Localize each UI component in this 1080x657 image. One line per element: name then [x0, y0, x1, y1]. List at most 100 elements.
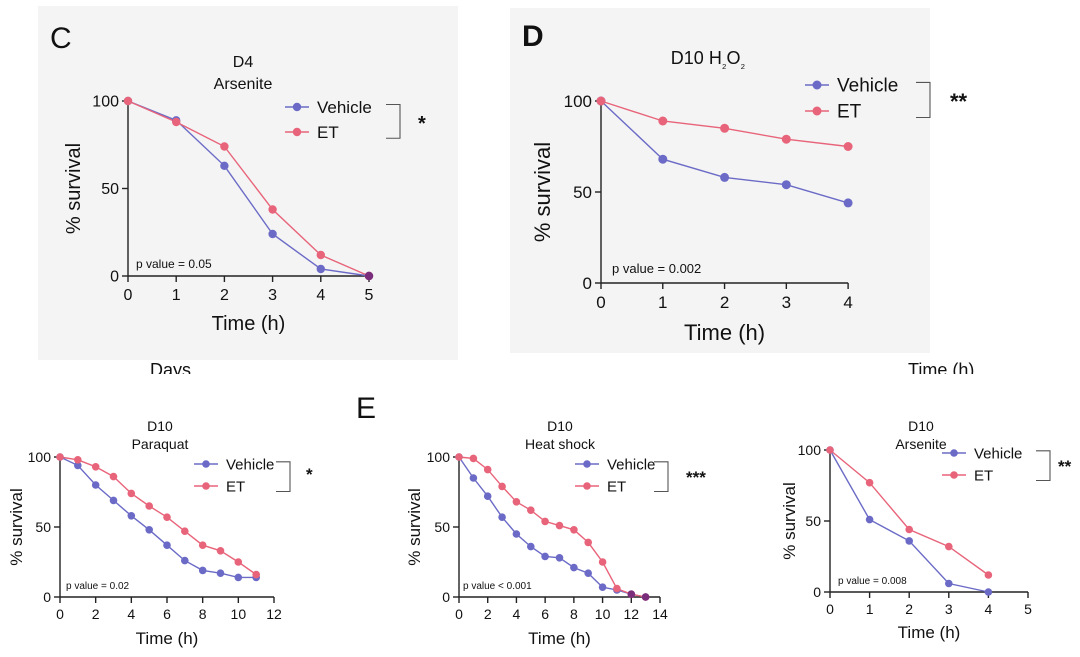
chart-d-series-vehicle-point [720, 172, 730, 182]
chart-e2-series-vehicle-point [541, 552, 549, 561]
chart-c-title-line-1: Arsenite [214, 76, 273, 93]
chart-e3-y-tick-label: 50 [805, 513, 821, 529]
chart-e2-series-et-point [469, 454, 478, 463]
chart-e2-series-et-point [570, 526, 578, 534]
chart-c-title-text: Arsenite [214, 76, 273, 93]
chart-e3-x-tick-label: 4 [985, 601, 993, 617]
chart-e2-series-et-point [555, 521, 564, 530]
chart-e2-series-et-point [541, 517, 549, 526]
chart-e2-x-tick-label: 10 [595, 606, 611, 622]
chart-d-series-vehicle-point [781, 180, 791, 190]
chart-e3-series-et-line [829, 449, 989, 576]
chart-e3-series-vehicle-line [829, 449, 989, 593]
chart-d-series-vehicle-point [843, 198, 853, 208]
chart-c-series-vehicle-point [316, 264, 325, 274]
chart-e3-legend-et-marker [950, 471, 958, 479]
chart-e1-series-vehicle-point [145, 526, 153, 534]
chart-e1-x-tick-label: 2 [92, 606, 100, 622]
chart-e2-title-text: D10 [547, 418, 573, 434]
chart-d-series-et-point [596, 96, 606, 106]
chart-e1-x-tick-label: 12 [266, 606, 282, 622]
chart-e1-series-et-point [74, 456, 82, 464]
chart-e3-series-et-point [984, 571, 993, 579]
chart-e1-series-vehicle-point [74, 461, 82, 470]
chart-e1-legend-vehicle-marker [202, 460, 210, 468]
chart-e3-title-line-1: Arsenite [895, 436, 947, 452]
chart-e2-legend-et-marker [583, 482, 591, 490]
chart-e1-y-tick-label: 50 [35, 519, 51, 535]
chart-e3-p-value: p value = 0.008 [838, 576, 907, 587]
chart-c-y-tick-label: 50 [101, 181, 119, 198]
chart-e2-legend-vehicle-label: Vehicle [607, 456, 655, 473]
chart-d-y-tick-label: 0 [583, 274, 592, 293]
chart-e2-series-vehicle-point [598, 583, 607, 591]
chart-e2-title-line-1: Heat shock [525, 436, 596, 452]
chart-e1-series-et-point [163, 513, 171, 521]
chart-d-title-text: D10 H [671, 48, 722, 68]
chart-c-series-et-point [220, 142, 229, 151]
chart-e3-title-line-0: D10 [908, 418, 934, 434]
chart-c-y-tick-label: 0 [110, 269, 119, 286]
chart-e1-series-vehicle-point [181, 556, 189, 565]
chart-e2-x-tick-label: 4 [513, 606, 521, 622]
chart-e1-x-axis-label: Time (h) [136, 629, 199, 648]
chart-d-title-text: ₂ [722, 57, 727, 71]
chart-e2-legend-et-label: ET [607, 478, 626, 495]
chart-c-arsenite: 0 50 100 0 1 2 3 4 5 Time (h) % survival D4 Arsenite… [63, 54, 426, 335]
panel-c-background [38, 6, 458, 360]
chart-e2-series-vehicle-point [584, 569, 592, 577]
chart-e3-series-et-point [865, 478, 874, 487]
chart-e2-series-vehicle-point [527, 542, 535, 551]
chart-e3-x-tick-label: 0 [826, 601, 834, 617]
panel-label-c: C [50, 22, 72, 55]
chart-e2-series-vehicle-point [469, 474, 478, 482]
chart-e2-y-tick-label: 50 [434, 519, 450, 535]
chart-c-legend-vehicle-label: Vehicle [317, 98, 372, 117]
chart-e3-significance-stars: ** [1058, 457, 1072, 476]
chart-e2-significance-bracket [654, 461, 669, 493]
chart-e2-series-vehicle-point [512, 530, 521, 538]
chart-e3-series-et-point [826, 446, 834, 454]
chart-e1-series-et-line [59, 456, 257, 576]
chart-e1-series-et-point [127, 489, 136, 498]
chart-e1-title-line-1: Paraquat [132, 436, 189, 452]
chart-e-paraquat: 0 50 100 0 2 4 6 8 10 12 Time (h) % survival D10 Para… [7, 418, 313, 648]
chart-d-x-tick-label: 1 [658, 293, 667, 312]
chart-c-series-et-point [268, 205, 277, 214]
chart-e2-significance-stars: *** [686, 468, 706, 487]
chart-d-y-tick-label: 50 [573, 183, 592, 202]
cropped-text-time: Time (h) [908, 360, 974, 374]
chart-e2-series-vehicle-point [555, 554, 564, 562]
chart-e2-x-tick-label: 12 [623, 606, 639, 622]
chart-e3-series-vehicle-point [984, 588, 993, 596]
chart-e1-series-vehicle-point [109, 496, 118, 505]
chart-e3-legend-vehicle-label: Vehicle [974, 445, 1022, 462]
chart-e3-series-et-point [945, 542, 953, 551]
chart-e1-series-et-point [145, 502, 153, 510]
chart-d-legend-et-marker [812, 106, 822, 116]
chart-e2-overlap-point [627, 590, 636, 598]
chart-c-x-tick-label: 4 [316, 287, 325, 304]
chart-e2-series-et-point [527, 506, 535, 514]
chart-e3-title-text: Arsenite [895, 436, 947, 452]
chart-d-significance-bracket [916, 81, 931, 119]
chart-d-title-line-0: D10 H₂O₂ [671, 48, 746, 71]
chart-d-legend-vehicle-marker [812, 80, 822, 90]
chart-d-series-et-point [720, 123, 730, 133]
chart-e3-title-text: D10 [908, 418, 934, 434]
panel-label-d: D [522, 20, 544, 53]
chart-e1-series-vehicle-point [91, 481, 100, 489]
chart-c-legend-et-marker [292, 127, 302, 137]
chart-c-y-axis-label: % survival [63, 143, 85, 234]
chart-d-p-value: p value = 0.002 [612, 261, 701, 276]
chart-e2-y-tick-label: 0 [442, 589, 450, 605]
chart-e2-x-axis-label: Time (h) [528, 629, 591, 648]
chart-d-x-tick-label: 2 [720, 293, 729, 312]
chart-e1-series-et-point [109, 472, 118, 481]
chart-e3-series-vehicle-point [865, 515, 874, 524]
chart-e3-series-et-point [905, 525, 913, 534]
chart-e2-x-tick-label: 6 [541, 606, 549, 622]
chart-e1-legend-et-marker [202, 482, 210, 490]
cropped-text-days: Days [150, 360, 191, 374]
